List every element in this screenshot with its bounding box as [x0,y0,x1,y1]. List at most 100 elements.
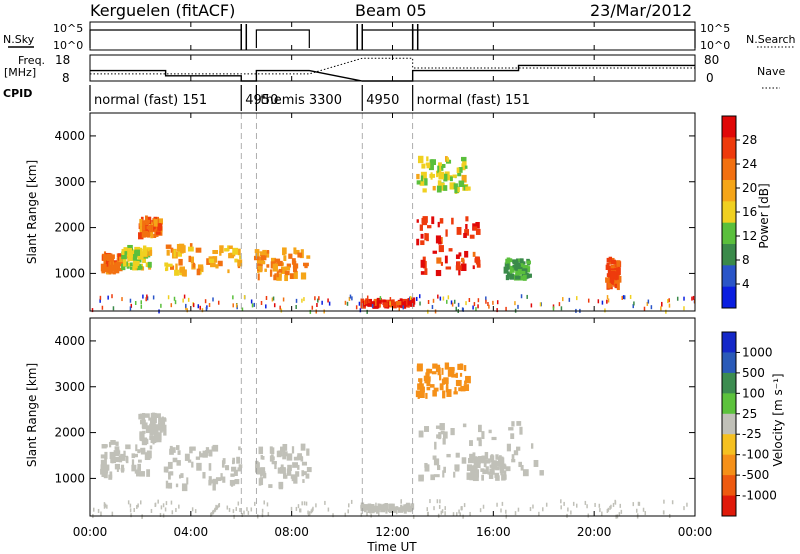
heatmap-cell [562,297,564,302]
heatmap-cell [121,464,125,473]
heatmap-cell [377,505,382,510]
heatmap-cell [351,296,353,301]
heatmap-cell [289,273,295,280]
heatmap-cell [479,508,482,513]
heatmap-cell [442,438,446,445]
heatmap-cell [178,474,182,479]
heatmap-cell [676,296,679,301]
heatmap-cell [261,508,264,513]
heatmap-cell [104,458,107,466]
heatmap-cell [188,255,192,263]
heatmap-cell [399,301,405,308]
heatmap-cell [145,262,149,268]
heatmap-cell [610,265,615,269]
heatmap-cell [305,473,310,479]
freq-label-1: Freq. [18,54,45,67]
heatmap-cell [212,509,215,514]
cpid-mode-label: themis 3300 [260,93,342,108]
heatmap-cell [458,252,462,257]
heatmap-cell [228,253,235,259]
heatmap-cell [284,274,289,282]
heatmap-cell [451,217,454,225]
heatmap-cell [637,501,640,506]
heatmap-cell [139,264,142,268]
heatmap-cell [360,512,363,517]
heatmap-cell [442,390,446,399]
heatmap-cell [273,303,276,308]
heatmap-cell [179,266,186,273]
heatmap-cell [475,221,480,229]
heatmap-cell [455,379,462,387]
heatmap-cell [152,295,155,300]
colorbar-frame [721,331,737,517]
heatmap-cell [375,508,379,512]
heatmap-cell [129,503,132,508]
cpid-mode-label: 4950 [366,93,399,108]
heatmap-cell [211,446,218,451]
heatmap-cell [122,259,127,267]
heatmap-cell [215,504,217,509]
heatmap-cell [103,470,108,479]
heatmap-cell [450,367,455,371]
heatmap-cell [225,465,230,471]
heatmap-cell [177,250,182,257]
heatmap-cell [511,454,515,462]
heatmap-cell [165,263,169,271]
heatmap-cell [133,507,135,512]
heatmap-cell [129,508,132,513]
heatmap-cell [483,462,487,468]
heatmap-cell [260,261,266,265]
heatmap-cell [155,413,161,418]
heatmap-cell [138,232,144,240]
heatmap-cell [465,223,468,230]
heatmap-cell [139,226,142,233]
x-tick-label: 00:00 [73,525,108,539]
heatmap-cell [376,300,380,308]
heatmap-cell [493,461,499,467]
heatmap-cell [469,234,475,239]
heatmap-cell [181,269,187,277]
heatmap-cell [665,309,667,314]
heatmap-cell [476,263,481,268]
heatmap-cell [215,477,222,482]
heatmap-cell [415,296,418,301]
heatmap-cell [282,247,286,256]
heatmap-cell [314,296,316,301]
heatmap-cell [182,298,184,303]
heatmap-cell [97,508,100,513]
heatmap-cell [472,251,476,257]
heatmap-cell [300,272,307,280]
heatmap-cell [301,461,308,466]
heatmap-cell [201,308,204,313]
heatmap-cell [316,303,318,308]
heatmap-cell [503,464,507,470]
heatmap-cell [142,438,149,445]
heatmap-cell [295,471,300,477]
heatmap-cell [428,163,434,171]
heatmap-cell [454,387,457,394]
heatmap-cell [432,250,438,254]
heatmap-cell [457,172,462,177]
heatmap-cell [485,296,487,301]
heatmap-cell [139,471,145,477]
heatmap-cell [378,511,380,516]
heatmap-cell [439,423,445,431]
heatmap-cell [505,509,507,514]
heatmap-cell [100,459,105,466]
heatmap-cell [121,248,125,256]
heatmap-cell [279,305,281,310]
nsearch-tick-high: 10^5 [700,22,730,35]
heatmap-cell [638,501,641,506]
heatmap-cell [446,453,451,458]
heatmap-cell [472,475,479,482]
heatmap-cell [233,514,235,519]
heatmap-cell [220,473,223,481]
heatmap-cell [318,296,320,301]
heatmap-cell [421,217,426,224]
heatmap-cell [453,471,456,478]
heatmap-cell [367,303,373,307]
heatmap-cell [514,263,521,271]
power-colorbar-label: Power [dB] [757,183,771,248]
heatmap-cell [238,446,241,451]
